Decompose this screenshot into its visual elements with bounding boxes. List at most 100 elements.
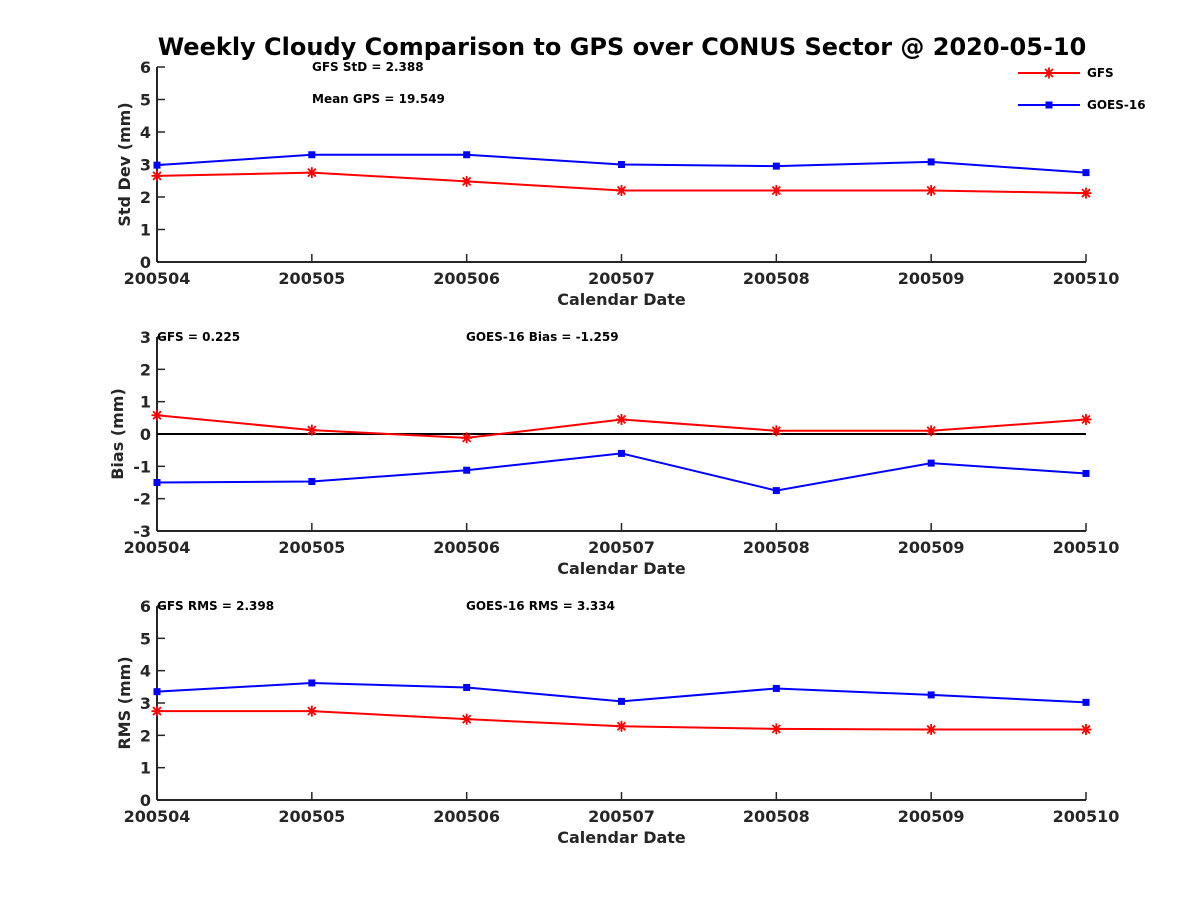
y-tick-label: 4: [140, 123, 151, 142]
annotation: GFS RMS = 2.398: [157, 599, 274, 613]
x-tick-label: 200508: [743, 269, 810, 288]
y-tick-label: 1: [140, 221, 151, 240]
data-point: [461, 175, 473, 187]
data-point: [925, 185, 937, 196]
y-tick-label: 6: [140, 597, 151, 616]
x-tick-label: 200505: [278, 807, 345, 826]
x-axis-label: Calendar Date: [557, 290, 686, 309]
y-tick-label: 1: [140, 393, 151, 412]
y-axis-label: Bias (mm): [108, 388, 127, 480]
y-tick-label: -2: [133, 490, 151, 509]
data-point: [463, 683, 471, 691]
data-point: [770, 185, 782, 196]
data-point: [927, 158, 935, 166]
data-point: [308, 679, 316, 687]
annotation: GOES-16 Bias = -1.259: [466, 330, 619, 344]
data-point: [927, 459, 935, 467]
data-point: [463, 151, 471, 159]
x-tick-label: 200504: [124, 269, 191, 288]
x-axis-label: Calendar Date: [557, 828, 686, 847]
data-point: [306, 167, 318, 179]
data-point: [1080, 187, 1092, 199]
data-point: [461, 432, 473, 444]
legend-marker: [1045, 101, 1053, 109]
data-point: [306, 705, 318, 717]
x-axis-label: Calendar Date: [557, 559, 686, 578]
x-tick-label: 200506: [433, 269, 500, 288]
data-point: [618, 449, 625, 457]
annotation: Mean GPS = 19.549: [312, 92, 445, 106]
panel-3: 0 1 2 3 4 5 6 200504 200505 200506 200507 200508 200…: [115, 597, 1119, 847]
x-tick-label: 200510: [1053, 538, 1120, 557]
y-tick-label: 5: [140, 91, 151, 110]
data-point: [772, 487, 780, 495]
legend-marker: [1043, 67, 1055, 79]
y-tick-label: 1: [140, 759, 151, 778]
data-point: [1082, 169, 1090, 177]
data-point: [1082, 698, 1090, 706]
y-tick-label: 0: [140, 425, 151, 444]
data-point: [151, 170, 163, 182]
data-point: [151, 705, 163, 717]
data-point: [772, 162, 780, 170]
data-point: [153, 688, 161, 696]
x-tick-label: 200505: [278, 269, 345, 288]
figure-title: Weekly Cloudy Comparison to GPS over CON…: [158, 33, 1087, 61]
data-point: [461, 713, 473, 725]
data-point: [618, 161, 625, 168]
x-tick-label: 200509: [898, 807, 965, 826]
annotation: GFS StD = 2.388: [312, 60, 424, 74]
series-gfs: [151, 705, 1092, 736]
x-tick-label: 200510: [1053, 807, 1120, 826]
x-tick-label: 200506: [433, 807, 500, 826]
data-point: [151, 409, 163, 421]
y-tick-label: 3: [140, 328, 151, 347]
panel-2: -3 -2 -1 0 1 2 3 200504 200505 200506 200507 200508…: [108, 328, 1119, 578]
data-point: [770, 425, 782, 437]
x-tick-label: 200510: [1053, 269, 1120, 288]
data-point: [1080, 413, 1092, 425]
legend-label: GFS: [1087, 66, 1114, 80]
y-tick-label: 0: [140, 791, 151, 810]
data-point: [308, 478, 316, 486]
data-point: [1080, 724, 1092, 736]
x-tick-label: 200508: [743, 538, 810, 557]
legend-label: GOES-16: [1087, 98, 1146, 112]
y-tick-label: 2: [140, 188, 151, 207]
x-tick-label: 200507: [588, 538, 655, 557]
panel-1: 0 1 2 3 4 5 6 200504 200505 200506 200507 200508 200…: [115, 58, 1119, 309]
x-tick-label: 200509: [898, 269, 965, 288]
x-tick-label: 200506: [433, 538, 500, 557]
data-point: [153, 161, 161, 169]
data-point: [463, 466, 471, 474]
data-point: [616, 720, 627, 732]
y-tick-label: 4: [140, 662, 151, 681]
data-point: [153, 479, 161, 486]
x-tick-label: 200504: [124, 538, 191, 557]
series-gfs: [151, 167, 1092, 199]
x-tick-label: 200509: [898, 538, 965, 557]
data-point: [616, 185, 627, 196]
x-tick-label: 200505: [278, 538, 345, 557]
y-tick-label: -3: [133, 522, 151, 541]
data-point: [1082, 469, 1090, 477]
y-tick-label: 0: [140, 253, 151, 272]
data-point: [927, 691, 935, 699]
y-axis-label: RMS (mm): [115, 656, 134, 749]
data-point: [772, 684, 780, 692]
data-point: [925, 724, 937, 736]
y-tick-label: 5: [140, 629, 151, 648]
legend-entry: GFS: [1018, 66, 1114, 80]
legend-entry: GOES-16: [1018, 98, 1146, 112]
series-goes-16: [153, 449, 1090, 495]
series-goes-16: [153, 151, 1090, 177]
data-point: [925, 425, 937, 437]
series-goes-16: [153, 679, 1090, 706]
y-tick-label: 2: [140, 726, 151, 745]
data-point: [616, 413, 627, 425]
y-tick-label: 3: [140, 694, 151, 713]
x-tick-label: 200508: [743, 807, 810, 826]
y-tick-label: 6: [140, 58, 151, 77]
